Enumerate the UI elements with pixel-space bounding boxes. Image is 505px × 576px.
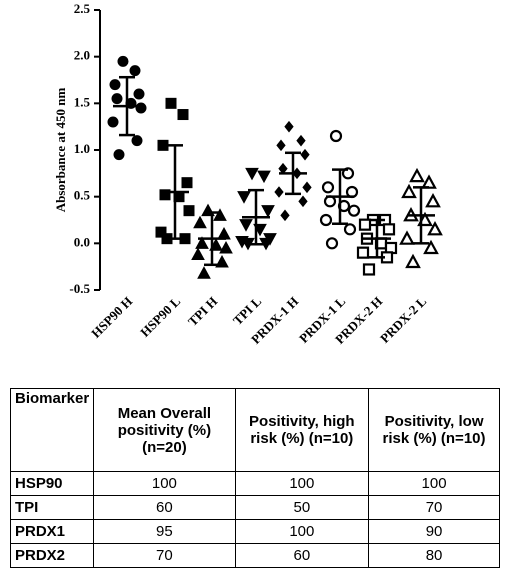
x-tick-label: TPI L [230, 293, 265, 328]
data-point [358, 218, 372, 231]
table-cell: 70 [93, 543, 236, 568]
data-point [401, 183, 417, 199]
table-row: PRDX1 95 100 90 [9, 519, 500, 544]
x-tick-label: HSP90 L [137, 293, 183, 339]
data-point [195, 236, 209, 249]
data-point [191, 247, 205, 261]
table-cell: 90 [368, 519, 500, 544]
y-tick-label: 1.5 [74, 94, 91, 109]
y-tick-label: 2.0 [74, 48, 90, 63]
data-point [237, 191, 251, 204]
data-point [399, 230, 415, 245]
y-tick-label: 1.0 [74, 141, 90, 156]
data-point [257, 170, 271, 184]
table-cell: 70 [368, 495, 500, 520]
data-point [131, 135, 143, 147]
data-point [113, 149, 125, 161]
data-point [135, 102, 147, 114]
data-point [239, 219, 253, 232]
table-cell: 100 [93, 471, 236, 496]
x-tick-label: PRDX-2 L [377, 293, 429, 345]
data-point [129, 65, 141, 77]
data-point [107, 116, 119, 128]
table-cell: TPI [9, 495, 95, 520]
table-cell: HSP90 [9, 471, 95, 496]
data-point [405, 253, 421, 269]
chart: Absorbance at 450 nm -0.5 0.0 0.5 1.0 1.5 2.0… [53, 1, 443, 347]
data-point [298, 195, 308, 208]
data-point [423, 239, 439, 255]
table-cell: 100 [368, 471, 500, 496]
data-point [300, 148, 310, 161]
y-tick-label: 0.5 [74, 188, 91, 203]
y-tick-label: -0.5 [69, 281, 90, 296]
data-point [193, 215, 207, 229]
data-point [356, 246, 370, 259]
data-point [245, 167, 259, 181]
table-cell: Positivity, low risk (%) (n=10) [368, 388, 500, 472]
y-tick-label: 2.5 [74, 1, 91, 16]
table-cell: 95 [93, 519, 236, 544]
table-cell: PRDX1 [9, 519, 95, 544]
data-point [276, 139, 286, 152]
data-point [409, 167, 425, 183]
x-tick-label: HSP90 H [88, 294, 135, 341]
table-cell: PRDX2 [9, 543, 95, 568]
table-body: Biomarker Mean Overall positivity (%) (n=… [9, 388, 500, 568]
table-cell: Mean Overall positivity (%) (n=20) [93, 388, 236, 472]
data-point [321, 181, 335, 194]
data-point [197, 266, 211, 279]
data-point [183, 205, 195, 217]
y-tick-label: 0.0 [74, 234, 90, 249]
data-point [165, 97, 177, 109]
data-point [177, 109, 189, 121]
data-point [111, 93, 123, 105]
data-point [425, 193, 441, 208]
table-row: TPI 60 50 70 [9, 495, 500, 520]
data-point [117, 55, 129, 67]
data-point [296, 134, 306, 147]
data-point [155, 226, 167, 238]
data-point [325, 237, 339, 250]
data-point [319, 213, 333, 227]
data-point [347, 204, 361, 217]
data-point [421, 174, 437, 189]
table-cell: 100 [234, 471, 370, 496]
table-cell: 80 [368, 543, 500, 568]
data-point [274, 186, 284, 198]
data-point [302, 181, 312, 194]
data-point [133, 88, 145, 100]
table-cell: 50 [234, 495, 370, 520]
data-point [217, 226, 231, 240]
table-cell: 60 [234, 543, 370, 568]
table-cell: Biomarker [9, 388, 95, 472]
data-point [362, 263, 376, 276]
data-point [329, 129, 343, 143]
table-cell: Positivity, high risk (%) (n=10) [234, 388, 370, 472]
table-cell: 60 [93, 495, 236, 520]
table-cell: 100 [234, 519, 370, 544]
data-point [181, 177, 193, 189]
data-point [343, 223, 357, 236]
x-tick-label: TPI H [185, 294, 220, 329]
table-row: PRDX2 70 60 80 [9, 543, 500, 568]
data-point [261, 205, 275, 218]
data-point [427, 221, 443, 236]
table: Biomarker Mean Overall positivity (%) (n=… [9, 388, 500, 568]
data-point [280, 209, 290, 222]
data-point [284, 120, 294, 133]
data-point [213, 208, 227, 221]
data-point [109, 79, 121, 91]
data-point [157, 139, 169, 151]
table-row: HSP90 100 100 100 [9, 471, 500, 496]
y-axis-label: Absorbance at 450 nm [53, 88, 68, 213]
data-point [159, 189, 171, 201]
table-row: Biomarker Mean Overall positivity (%) (n=… [9, 388, 500, 472]
data-point [382, 223, 396, 236]
data-point [219, 240, 233, 254]
